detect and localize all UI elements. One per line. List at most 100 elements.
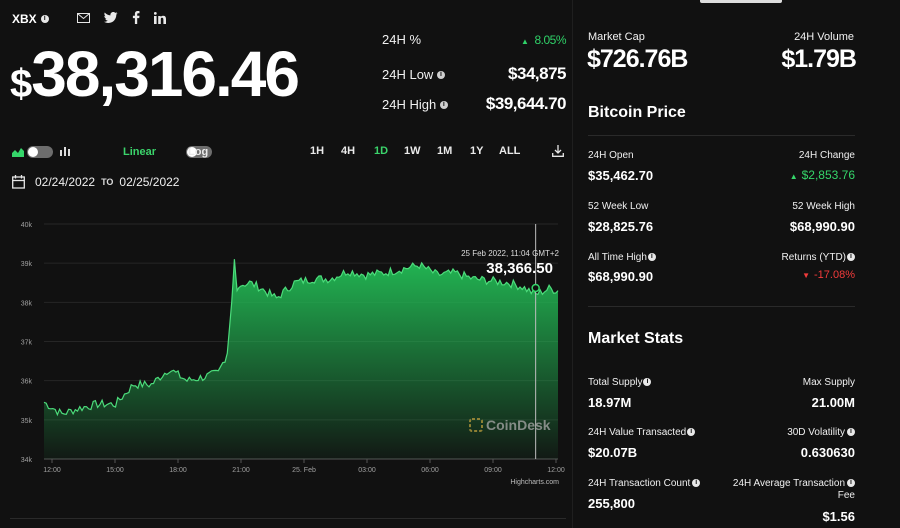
max-supply-value: 21.00M <box>811 395 855 410</box>
tx-count-value: 255,800 <box>588 496 635 511</box>
open-value: $35,462.70 <box>588 168 654 183</box>
info-icon[interactable]: i <box>847 428 855 437</box>
down-arrow-icon: ▼ <box>802 271 811 280</box>
ticker-label: XBX <box>12 12 37 26</box>
volatility-value: 0.630630 <box>800 445 855 460</box>
date-range: 02/24/2022 TO 02/25/2022 <box>12 175 179 189</box>
y-tick-label: 40k <box>21 222 33 229</box>
y-tick-label: 39k <box>21 261 33 268</box>
scale-toggle[interactable] <box>186 146 213 159</box>
tooltip-value: 38,366.50 <box>486 260 553 277</box>
current-price: $ 38,316.46 <box>10 38 300 110</box>
value-transacted-value: $20.07B <box>588 445 638 460</box>
tooltip-time: 25 Feb 2022, 11:04 GMT+2 <box>461 249 559 258</box>
section-divider <box>588 306 855 307</box>
tf-1d[interactable]: 1D <box>374 145 389 157</box>
info-icon[interactable]: i <box>847 253 855 262</box>
up-arrow-icon: ▲ <box>789 172 798 181</box>
up-arrow-icon: ▲ <box>521 36 529 46</box>
x-tick-label: 21:00 <box>232 467 250 474</box>
supply-value: 18.97M <box>588 395 632 410</box>
date-from-input[interactable]: 02/24/2022 <box>35 175 96 189</box>
twitter-icon[interactable] <box>104 12 118 23</box>
supply-label: Total Supply i <box>588 377 652 388</box>
market-cap-value: $726.76B <box>587 45 688 73</box>
volume-value: $1.79B <box>781 45 857 73</box>
watermark-text: CoinDesk <box>486 417 551 433</box>
pct-change-label: 24H % <box>382 32 422 47</box>
section-divider <box>588 135 855 136</box>
linear-scale-option[interactable]: Linear <box>123 146 157 158</box>
high-row: 24H High i $39,644.70 <box>382 94 567 114</box>
x-tick-label: 12:00 <box>43 467 61 474</box>
log-scale-option[interactable]: Log <box>188 146 209 158</box>
x-tick-label: 12:00 <box>547 467 565 474</box>
avg-fee-label: 24H Average Transaction i Fee <box>732 478 855 501</box>
hover-point <box>531 283 540 293</box>
y-tick-label: 35k <box>21 418 33 425</box>
tf-1m[interactable]: 1M <box>437 145 453 157</box>
info-icon[interactable]: i <box>847 479 855 488</box>
tf-all[interactable]: ALL <box>499 145 521 157</box>
open-label: 24H Open <box>588 150 634 161</box>
chart-type-toggle[interactable] <box>27 146 53 159</box>
price-line <box>43 259 559 417</box>
market-stats-title: Market Stats <box>588 330 684 347</box>
low52-value: $28,825.76 <box>588 219 654 234</box>
low-label: 24H Low i <box>382 67 445 82</box>
high52-label: 52 Week High <box>792 201 855 212</box>
info-icon[interactable]: i <box>436 71 445 80</box>
change-value: ▲ $2,853.76 <box>789 168 855 182</box>
info-icon[interactable]: i <box>687 428 696 437</box>
x-tick-label: 09:00 <box>484 467 502 474</box>
volatility-label: 30D Volatility i <box>740 427 855 438</box>
tf-4h[interactable]: 4H <box>341 145 356 157</box>
candlestick-icon[interactable] <box>60 146 70 157</box>
y-tick-label: 36k <box>21 379 33 386</box>
mail-icon[interactable] <box>77 12 90 23</box>
linkedin-icon[interactable] <box>154 11 166 24</box>
tf-1y[interactable]: 1Y <box>470 145 484 157</box>
watermark: CoinDesk <box>469 417 551 433</box>
tf-1w[interactable]: 1W <box>404 145 421 157</box>
ytd-value: ▼ -17.08% <box>802 269 855 281</box>
low-value: $34,875 <box>508 64 566 83</box>
chart-bottom-divider <box>10 518 566 519</box>
x-tick-label: 03:00 <box>358 467 376 474</box>
panel-divider <box>572 0 573 528</box>
info-icon[interactable]: i <box>647 253 656 262</box>
y-tick-label: 37k <box>21 340 33 347</box>
area-chart-icon[interactable] <box>12 147 24 157</box>
info-icon[interactable]: i <box>692 479 701 488</box>
pct-change-value: ▲ 8.05% <box>521 32 566 47</box>
date-to-input[interactable]: 02/25/2022 <box>119 175 180 189</box>
download-icon[interactable] <box>552 145 564 157</box>
x-tick-label: 25. Feb <box>292 467 316 474</box>
info-icon[interactable]: i <box>40 15 49 23</box>
volume-label: 24H Volume <box>794 31 854 43</box>
x-tick-label: 18:00 <box>169 467 187 474</box>
price-value: 38,316.46 <box>31 38 300 110</box>
low52-label: 52 Week Low <box>588 201 649 212</box>
chart-credit[interactable]: Highcharts.com <box>510 479 559 486</box>
calendar-icon[interactable] <box>12 175 25 189</box>
share-bar <box>77 11 166 24</box>
info-icon[interactable]: i <box>643 378 652 387</box>
top-tab-indicator <box>700 0 782 3</box>
high-value: $39,644.70 <box>485 94 567 113</box>
date-to-label: TO <box>101 177 114 187</box>
high-label: 24H High i <box>382 97 448 112</box>
price-area <box>44 259 558 459</box>
ath-label: All Time High i <box>588 252 656 263</box>
price-chart[interactable]: 40k 39k 38k 37k 36k 35k 34k 12:00 15:00 18:00 21:… <box>10 212 566 488</box>
ytd-label: Returns (YTD) i <box>740 252 855 263</box>
x-tick-label: 15:00 <box>106 467 124 474</box>
info-icon[interactable]: i <box>439 101 448 110</box>
y-tick-label: 34k <box>21 457 33 464</box>
facebook-icon[interactable] <box>132 11 140 24</box>
low-row: 24H Low i $34,875 <box>382 64 566 84</box>
max-supply-label: Max Supply <box>802 377 855 388</box>
tx-count-label: 24H Transaction Count i <box>588 478 701 489</box>
avg-fee-value: $1.56 <box>822 509 855 524</box>
tf-1h[interactable]: 1H <box>310 145 325 157</box>
